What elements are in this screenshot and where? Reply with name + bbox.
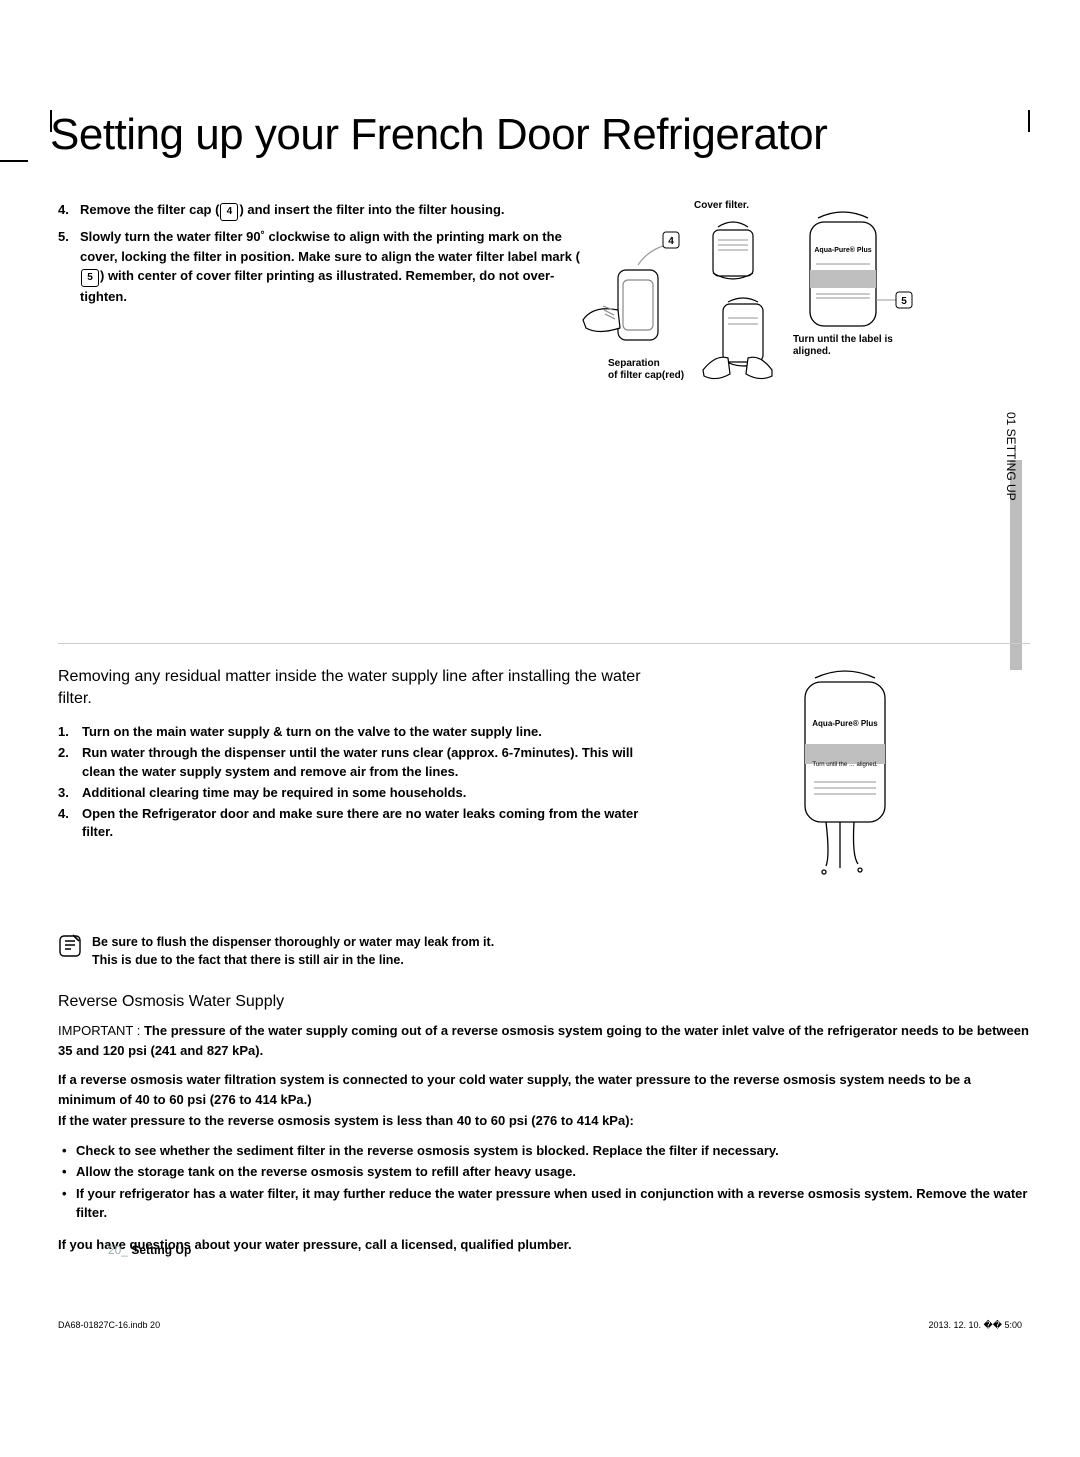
cover-filter-label: Cover filter. <box>694 200 749 212</box>
turn-until-label: Turn until the label is aligned. <box>793 334 913 358</box>
step-4: 4. Remove the filter cap (4) and insert … <box>58 200 588 221</box>
marker-5-icon: 5 <box>81 269 99 287</box>
ro-para: If the water pressure to the reverse osm… <box>58 1111 1030 1131</box>
ro-important: IMPORTANT : The pressure of the water su… <box>58 1021 1030 1060</box>
content-area: 4. Remove the filter cap (4) and insert … <box>50 200 1030 1254</box>
insert-filter-diagram: 4 <box>578 210 688 380</box>
divider <box>58 643 1030 644</box>
dispenser-diagram: Aqua-Pure® Plus Turn until the … aligned… <box>780 666 910 891</box>
list-item: If your refrigerator has a water filter,… <box>58 1184 1030 1223</box>
top-steps: 4. Remove the filter cap (4) and insert … <box>58 200 588 420</box>
doc-meta-line: DA68-01827C-16.indb 20 2013. 12. 10. �� … <box>58 1320 1022 1331</box>
note-block: Be sure to flush the dispenser thoroughl… <box>58 933 1030 969</box>
doc-timestamp: 2013. 12. 10. �� 5:00 <box>928 1320 1022 1331</box>
step-5: 5. Slowly turn the water filter 90˚ cloc… <box>58 227 588 307</box>
aqua-pure-diagram: Aqua-Pure® Plus 5 <box>788 208 918 348</box>
list-item: 1.Turn on the main water supply & turn o… <box>58 723 668 742</box>
ro-closing: If you have questions about your water p… <box>58 1235 1030 1255</box>
note-text: Be sure to flush the dispenser thoroughl… <box>92 933 494 969</box>
note-icon <box>58 933 84 964</box>
page-title: Setting up your French Door Refrigerator <box>50 110 1030 160</box>
svg-text:Turn until the … aligned.: Turn until the … aligned. <box>812 762 877 768</box>
marker-4-callout: 4 <box>663 232 679 248</box>
footer-section: Setting Up <box>131 1243 191 1257</box>
doc-id: DA68-01827C-16.indb 20 <box>58 1320 160 1331</box>
residual-heading: Removing any residual matter inside the … <box>58 666 668 709</box>
marker-4-icon: 4 <box>220 203 238 221</box>
cover-filter-diagram-1 <box>698 215 768 295</box>
ro-heading: Reverse Osmosis Water Supply <box>58 993 1030 1011</box>
ro-bullets: Check to see whether the sediment filter… <box>58 1141 1030 1223</box>
crop-mark <box>0 160 28 162</box>
list-item: Allow the storage tank on the reverse os… <box>58 1162 1030 1182</box>
svg-text:5: 5 <box>901 296 907 307</box>
ro-para: If a reverse osmosis water filtration sy… <box>58 1070 1030 1109</box>
page-number: 20_ <box>108 1243 128 1257</box>
residual-steps: 1.Turn on the main water supply & turn o… <box>58 723 668 842</box>
svg-text:Aqua-Pure® Plus: Aqua-Pure® Plus <box>812 719 878 728</box>
step-text: Remove the filter cap (4) and insert the… <box>80 200 588 221</box>
manual-page: 01 SETTING UP Setting up your French Doo… <box>0 110 1080 1457</box>
step-number: 4. <box>58 200 80 221</box>
list-item: Check to see whether the sediment filter… <box>58 1141 1030 1161</box>
step-number: 5. <box>58 227 80 307</box>
residual-section: Aqua-Pure® Plus Turn until the … aligned… <box>58 666 1030 969</box>
list-item: 2.Run water through the dispenser until … <box>58 744 668 782</box>
crop-mark <box>50 110 52 132</box>
step-text: Slowly turn the water filter 90˚ clockwi… <box>80 227 588 307</box>
ro-section: Reverse Osmosis Water Supply IMPORTANT :… <box>58 993 1030 1254</box>
svg-text:Aqua-Pure® Plus: Aqua-Pure® Plus <box>814 246 871 254</box>
cover-filter-diagram-2 <box>698 292 784 392</box>
crop-mark <box>1028 110 1030 132</box>
marker-5-callout: 5 <box>876 292 912 308</box>
page-footer: 20_ Setting Up <box>108 1243 191 1257</box>
svg-text:4: 4 <box>668 236 674 247</box>
list-item: 3.Additional clearing time may be requir… <box>58 784 668 803</box>
list-item: 4.Open the Refrigerator door and make su… <box>58 805 668 843</box>
